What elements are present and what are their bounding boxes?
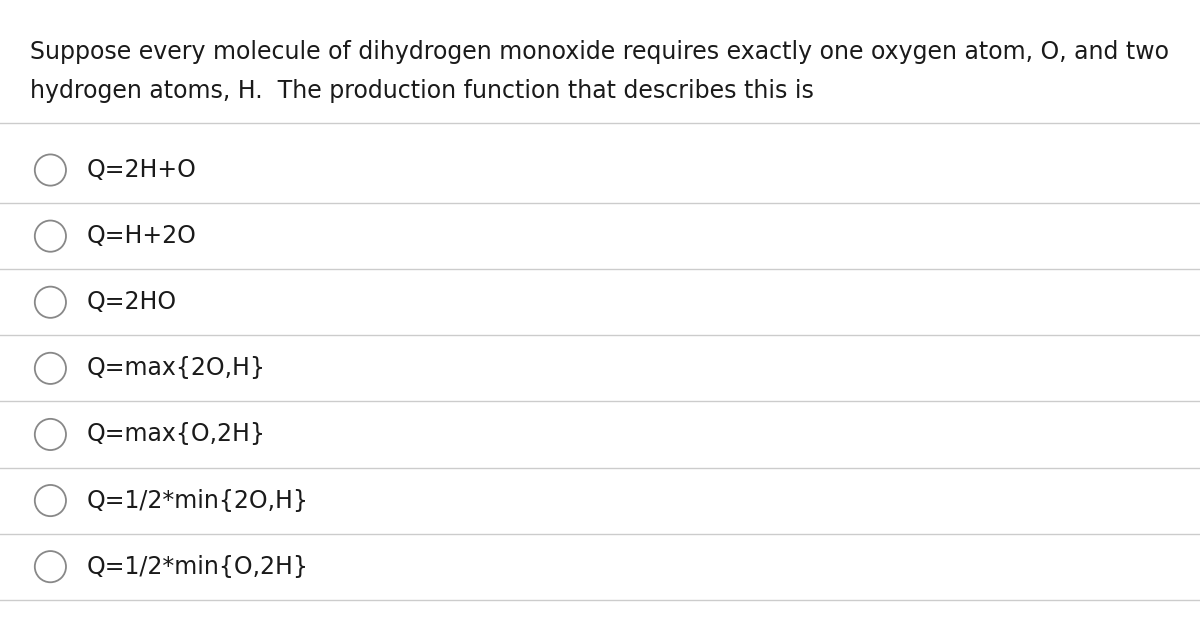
Text: hydrogen atoms, H.  The production function that describes this is: hydrogen atoms, H. The production functi… xyxy=(30,79,814,103)
Text: Q=2HO: Q=2HO xyxy=(86,290,176,314)
Text: Suppose every molecule of dihydrogen monoxide requires exactly one oxygen atom, : Suppose every molecule of dihydrogen mon… xyxy=(30,40,1169,64)
Text: Q=1/2*min{O,2H}: Q=1/2*min{O,2H} xyxy=(86,555,308,579)
Text: Q=max{O,2H}: Q=max{O,2H} xyxy=(86,423,265,447)
Text: Q=H+2O: Q=H+2O xyxy=(86,224,197,248)
Text: Q=max{2O,H}: Q=max{2O,H} xyxy=(86,357,265,380)
Text: Q=1/2*min{2O,H}: Q=1/2*min{2O,H} xyxy=(86,489,308,513)
Text: Q=2H+O: Q=2H+O xyxy=(86,158,197,182)
